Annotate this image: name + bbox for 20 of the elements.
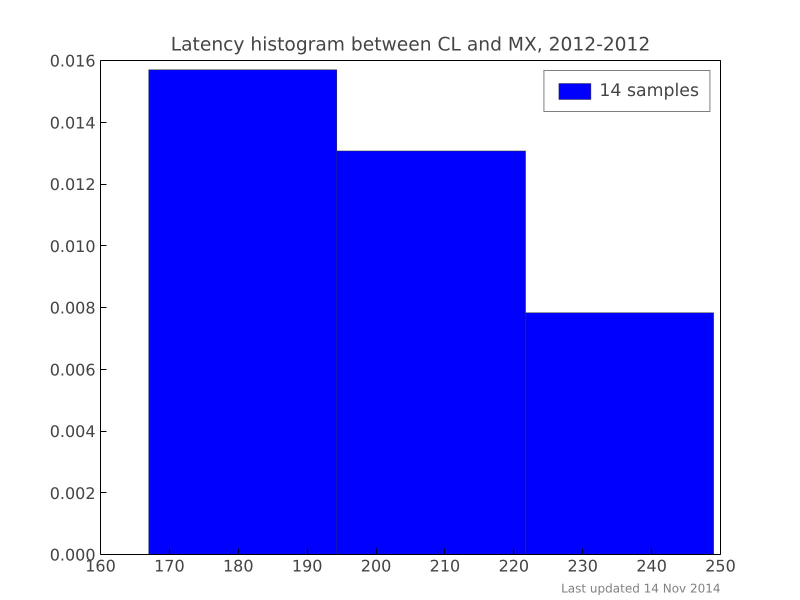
x-tick-label: 240 xyxy=(636,556,667,576)
y-tick-label: 0.008 xyxy=(50,298,96,318)
x-tick-label: 230 xyxy=(567,556,598,576)
x-tick-label: 220 xyxy=(498,556,530,576)
y-tick-label: 0.010 xyxy=(50,236,96,256)
y-tick-label: 0.014 xyxy=(50,113,96,132)
x-tick-label: 200 xyxy=(360,556,392,576)
y-tick-label: 0.012 xyxy=(50,175,96,194)
y-tick-label: 0.006 xyxy=(50,360,96,380)
legend-label: 14 samples xyxy=(599,81,699,101)
x-tick-label: 190 xyxy=(292,556,322,576)
x-tick-label: 170 xyxy=(154,556,185,576)
y-tick-label: 0.002 xyxy=(50,484,96,503)
x-tick-label: 210 xyxy=(430,556,460,576)
text: Last updated 14 Nov 2014 xyxy=(561,582,721,596)
x-tick-label: 250 xyxy=(705,556,736,576)
y-tick-label: 0.004 xyxy=(50,422,96,441)
y-tick-label: 0.016 xyxy=(50,52,96,70)
chart-title: Latency histogram between CL and MX, 2012-2012 xyxy=(170,34,650,56)
x-tick-label: 180 xyxy=(223,556,254,576)
